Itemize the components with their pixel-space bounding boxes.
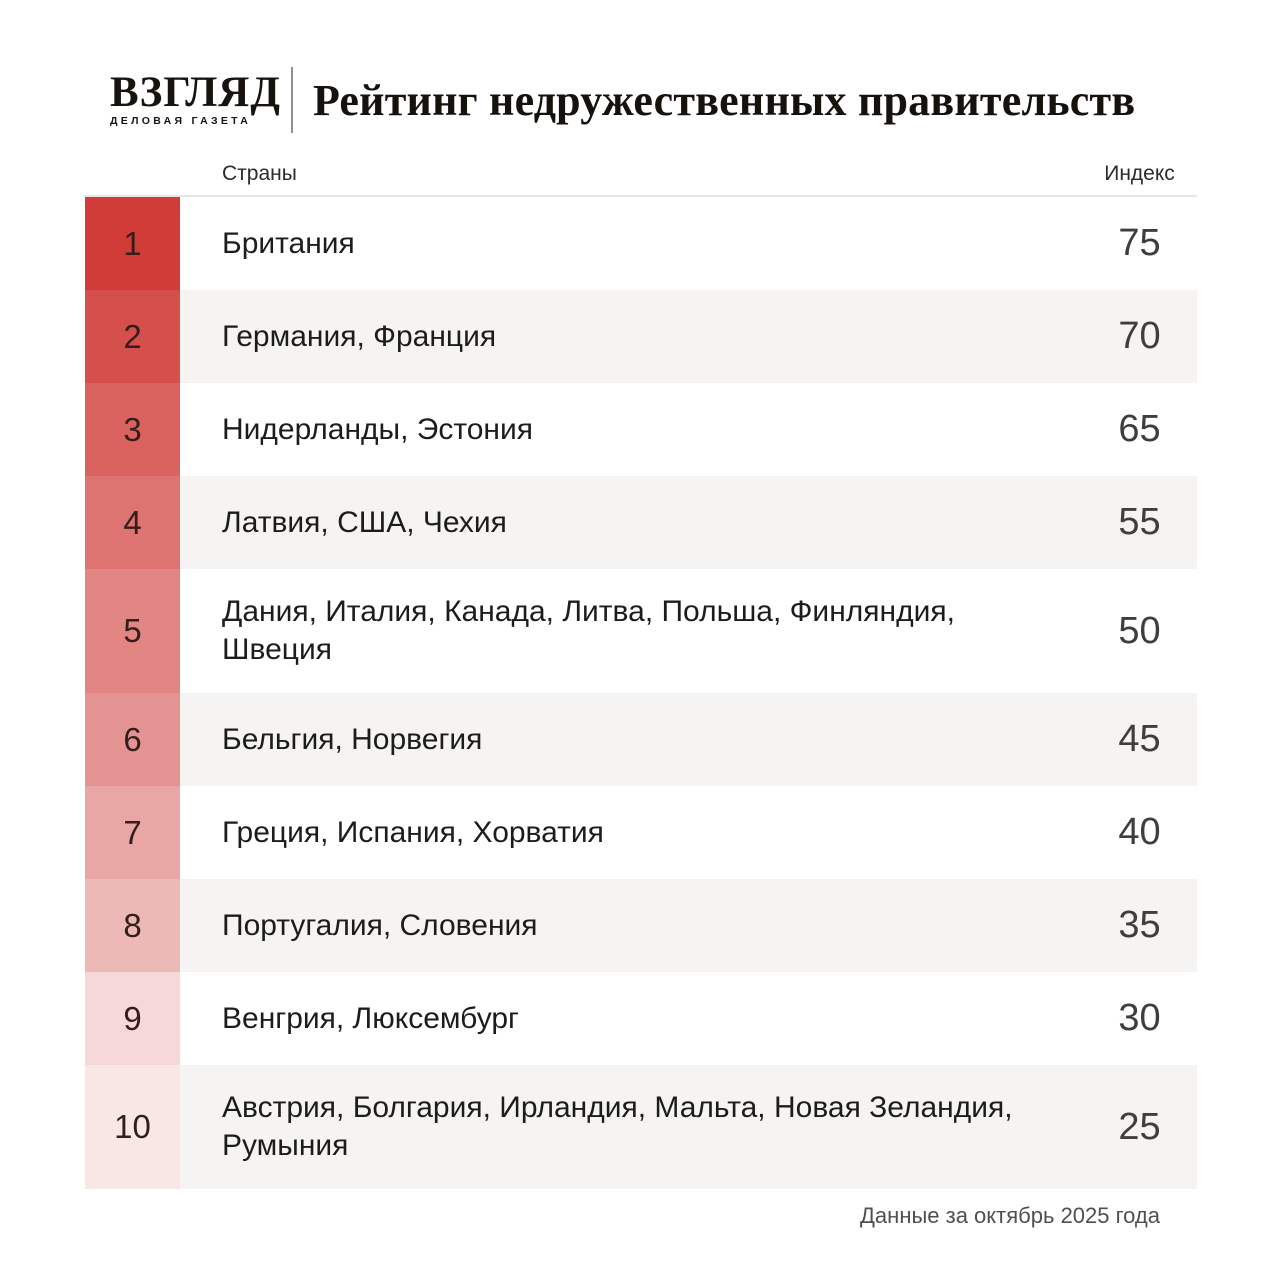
index-value: 75 <box>1118 222 1161 264</box>
table-row: 6 Бельгия, Норвегия 45 <box>85 693 1197 786</box>
countries-text: Германия, Франция <box>222 319 497 353</box>
index-value: 70 <box>1118 315 1161 357</box>
index-value: 40 <box>1118 811 1161 853</box>
index-value: 25 <box>1118 1105 1161 1148</box>
rank-badge: 2 <box>85 290 180 383</box>
column-header-index: Индекс <box>1104 162 1175 185</box>
logo-tagline: ДЕЛОВАЯ ГАЗЕТА <box>110 115 252 127</box>
countries-text: Португалия, Словения <box>222 908 538 942</box>
countries-text: Бельгия, Норвегия <box>222 722 483 756</box>
table-row: 10 Австрия, Болгария, Ирландия, Мальта, … <box>85 1065 1197 1189</box>
rank-badge: 4 <box>85 476 180 569</box>
rank-badge: 9 <box>85 972 180 1065</box>
countries-text: Венгрия, Люксембург <box>222 1001 519 1035</box>
countries-text: Дания, Италия, Канада, Литва, Польша, Фи… <box>222 595 955 666</box>
countries-text: Австрия, Болгария, Ирландия, Мальта, Нов… <box>222 1091 1013 1162</box>
countries-text: Греция, Испания, Хорватия <box>222 815 604 849</box>
index-value: 55 <box>1118 501 1161 543</box>
countries-text: Латвия, США, Чехия <box>222 505 507 539</box>
table-row: 5 Дания, Италия, Канада, Литва, Польша, … <box>85 569 1197 693</box>
page-title: Рейтинг недружественных правительств <box>312 75 1136 125</box>
index-value: 65 <box>1118 408 1161 450</box>
table-row: 4 Латвия, США, Чехия 55 <box>85 476 1197 569</box>
table-row: 9 Венгрия, Люксембург 30 <box>85 972 1197 1065</box>
rank-badge: 10 <box>85 1065 180 1189</box>
rank-badge: 1 <box>85 197 180 290</box>
index-value: 30 <box>1118 997 1161 1039</box>
index-value: 50 <box>1118 609 1161 652</box>
index-value: 45 <box>1118 718 1161 760</box>
countries-text: Нидерланды, Эстония <box>222 412 533 446</box>
rank-badge: 3 <box>85 383 180 476</box>
table-row: 1 Британия 75 <box>85 197 1197 290</box>
rank-badge: 8 <box>85 879 180 972</box>
index-value: 35 <box>1118 904 1161 946</box>
logo-name: ВЗГЛЯД <box>110 69 281 116</box>
rank-badge: 6 <box>85 693 180 786</box>
table-row: 8 Португалия, Словения 35 <box>85 879 1197 972</box>
masthead: ВЗГЛЯД ДЕЛОВАЯ ГАЗЕТА Рейтинг недружеств… <box>110 64 1195 136</box>
column-header-countries: Страны <box>222 162 297 185</box>
ranking-table: 1 Британия 75 2 Германия, Франция 70 3 Н… <box>85 195 1197 1189</box>
data-source-note: Данные за октябрь 2025 года <box>860 1203 1160 1228</box>
table-row: 3 Нидерланды, Эстония 65 <box>85 383 1197 476</box>
newspaper-logo: ВЗГЛЯД ДЕЛОВАЯ ГАЗЕТА <box>110 69 281 127</box>
table-row: 2 Германия, Франция 70 <box>85 290 1197 383</box>
table-row: 7 Греция, Испания, Хорватия 40 <box>85 786 1197 879</box>
countries-text: Британия <box>222 226 355 260</box>
rank-badge: 5 <box>85 569 180 693</box>
logo-divider <box>290 67 293 133</box>
column-headers: Страны Индекс <box>85 162 1197 186</box>
rank-badge: 7 <box>85 786 180 879</box>
